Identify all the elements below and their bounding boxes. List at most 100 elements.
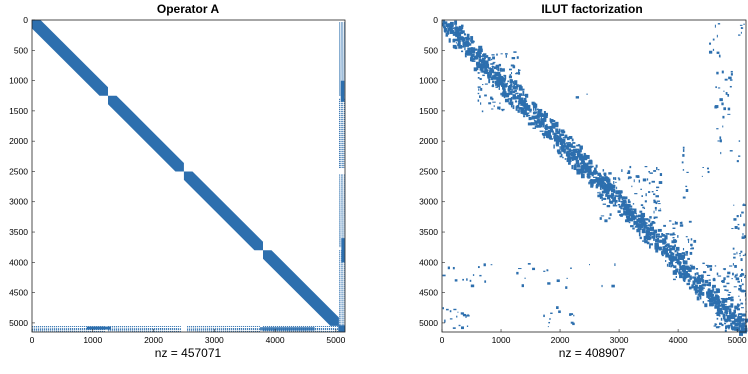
- fill-block: [669, 220, 671, 221]
- fill-block: [719, 310, 721, 313]
- corner-block: [338, 325, 345, 332]
- fill-block: [465, 37, 468, 39]
- fill-block: [522, 89, 525, 91]
- fill-block: [734, 265, 737, 268]
- fill-block: [727, 114, 730, 115]
- fill-block: [576, 96, 579, 98]
- fill-block: [560, 156, 562, 158]
- fill-block: [734, 276, 736, 277]
- fill-block: [740, 214, 741, 217]
- fill-block: [466, 42, 469, 44]
- fill-block: [450, 24, 454, 26]
- fill-block: [571, 322, 574, 324]
- fill-block: [522, 284, 524, 287]
- fill-block: [462, 279, 464, 281]
- fill-block: [685, 251, 688, 254]
- fill-block: [718, 311, 719, 313]
- fill-block: [636, 229, 640, 232]
- fill-block: [547, 127, 550, 129]
- fill-block: [715, 105, 718, 108]
- y-tick-label: 0: [23, 15, 28, 25]
- fill-block: [702, 293, 704, 296]
- fill-block: [683, 197, 686, 199]
- fill-block: [639, 180, 640, 183]
- fill-block: [641, 217, 644, 220]
- fill-block: [515, 93, 518, 95]
- y-tick-label: 4500: [419, 288, 438, 298]
- fill-block: [496, 69, 499, 70]
- fill-block: [567, 155, 570, 159]
- fill-block: [726, 312, 728, 313]
- fill-block: [508, 86, 512, 90]
- fill-block: [739, 285, 742, 287]
- fill-block: [564, 149, 566, 153]
- fill-block: [720, 152, 721, 154]
- fill-block: [615, 182, 616, 183]
- fill-block: [621, 169, 622, 172]
- fill-block: [670, 265, 672, 267]
- fill-block: [709, 265, 712, 267]
- fill-block: [511, 102, 512, 104]
- fill-block: [654, 217, 656, 219]
- y-tick-label: 5000: [9, 318, 28, 328]
- fill-block: [618, 190, 620, 192]
- fill-block: [639, 211, 642, 213]
- fill-block: [580, 158, 583, 160]
- fill-block: [726, 290, 728, 292]
- fill-block: [459, 325, 461, 326]
- fill-block: [510, 98, 512, 101]
- fill-block: [659, 247, 662, 251]
- fill-block: [722, 306, 725, 310]
- fill-block: [707, 168, 709, 170]
- fill-block: [719, 315, 721, 316]
- fill-block: [505, 53, 508, 54]
- fill-block: [631, 186, 632, 187]
- fill-block: [713, 39, 715, 41]
- fill-block: [489, 71, 492, 73]
- fill-block: [603, 173, 606, 175]
- fill-block: [652, 191, 654, 192]
- fill-block: [593, 172, 594, 175]
- fill-block: [740, 255, 741, 257]
- fill-block: [491, 77, 494, 80]
- fill-block: [667, 248, 669, 250]
- fill-block: [658, 236, 662, 238]
- y-tick-label: 1500: [419, 106, 438, 116]
- fill-block: [705, 280, 709, 283]
- fill-block: [677, 262, 680, 264]
- fill-block: [503, 75, 505, 77]
- y-tick-label: 0: [433, 15, 438, 25]
- fill-block: [648, 219, 650, 222]
- fill-block: [721, 324, 723, 326]
- fill-block: [728, 77, 732, 80]
- fill-block: [688, 240, 689, 243]
- fill-block: [740, 325, 741, 327]
- fill-block: [603, 169, 604, 171]
- fill-block: [605, 179, 608, 181]
- fill-block: [662, 255, 664, 256]
- fill-block: [663, 225, 666, 227]
- fill-block: [715, 306, 717, 309]
- fill-block: [472, 60, 476, 62]
- fill-block: [634, 193, 637, 194]
- fill-block: [514, 90, 517, 92]
- fill-block: [696, 268, 698, 270]
- fill-block: [484, 58, 486, 59]
- fill-block: [731, 71, 733, 73]
- fill-block: [692, 267, 696, 268]
- fill-block: [684, 254, 688, 255]
- fill-block: [621, 204, 625, 206]
- fill-block: [550, 122, 552, 123]
- fill-block: [559, 146, 560, 150]
- fill-block: [519, 107, 521, 109]
- fill-block: [601, 178, 602, 179]
- fill-block: [743, 255, 745, 256]
- fill-block: [702, 167, 704, 168]
- fill-block: [648, 171, 650, 172]
- fill-block: [730, 150, 733, 151]
- fill-block: [455, 279, 458, 281]
- fill-block: [645, 218, 648, 220]
- fill-block: [602, 178, 603, 179]
- fill-block: [555, 128, 558, 132]
- fill-block: [606, 188, 609, 190]
